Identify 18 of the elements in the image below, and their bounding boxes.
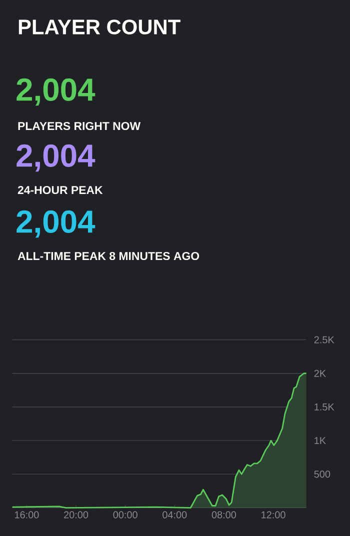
text: 2,004 <box>16 210 96 238</box>
x-tick-label: 04:00 <box>162 511 187 518</box>
x-tick-label: 00:00 <box>113 511 138 518</box>
text: ALL-TIME PEAK 8 MINUTES AGO <box>18 252 200 260</box>
y-tick-label: 2.5K <box>314 336 334 344</box>
y-tick-label: 500 <box>314 470 330 478</box>
text: 2,004 <box>16 78 96 106</box>
y-tick-label: 1K <box>314 437 326 444</box>
x-tick-label: 12:00 <box>262 511 286 518</box>
x-tick-label: 08:00 <box>212 511 236 518</box>
text: 2,004 <box>16 144 96 172</box>
text: 24-HOUR PEAK <box>18 186 103 194</box>
y-tick-label: 1.5K <box>314 403 334 410</box>
y-tick-label: 2K <box>314 370 326 377</box>
x-tick-label: 20:00 <box>64 511 88 518</box>
x-tick-label: 16:00 <box>15 511 39 518</box>
text: PLAYERS RIGHT NOW <box>18 122 141 130</box>
chart-title: PLAYER COUNT <box>18 20 180 34</box>
